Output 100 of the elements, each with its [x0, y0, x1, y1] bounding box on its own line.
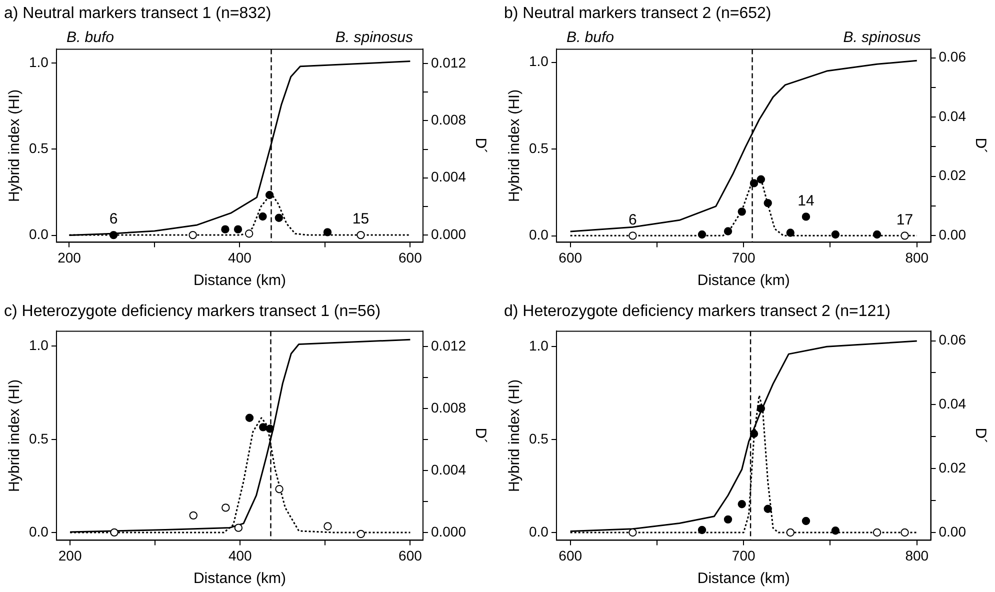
y2-tick-label: 0.000	[430, 226, 466, 242]
point	[356, 230, 365, 240]
y2-tick-label: 0.04	[938, 108, 966, 124]
y2-tick-label: 0.012	[430, 338, 466, 354]
point	[764, 504, 772, 513]
y-tick-label: 0.0	[28, 524, 49, 540]
point	[188, 230, 197, 240]
y-tick-label: 0.5	[28, 140, 49, 156]
point	[802, 212, 810, 221]
x-tick-label: 800	[905, 547, 929, 564]
x-tick-label: 600	[398, 249, 422, 266]
y-tick-label: 0.0	[528, 226, 549, 243]
y2-tick-label: 0.008	[430, 399, 466, 416]
y2-tick-label: 0.004	[430, 461, 466, 478]
point	[872, 230, 882, 239]
y-axis-title: Hybrid index (HI)	[6, 379, 24, 492]
point	[698, 230, 706, 239]
annotation: 15	[352, 210, 370, 228]
y-tick-label: 0.5	[28, 430, 49, 446]
y2-tick-label: 0.02	[938, 459, 966, 476]
point	[872, 528, 882, 537]
x-axis-title: Distance (km)	[697, 272, 790, 290]
y2-tick-label: 0.04	[938, 396, 966, 412]
y-tick-label: 1.0	[528, 337, 549, 354]
y2-tick-label: 0.000	[430, 523, 466, 540]
x-tick-label: 700	[732, 249, 756, 266]
y-tick-label: 0.5	[528, 140, 549, 156]
y2-tick-label: 0.00	[938, 226, 966, 243]
chart-title: c) Heterozygote deficiency markers transect 1 (n=56)	[4, 303, 381, 320]
x-axis-title: Distance (km)	[697, 570, 790, 588]
text: B. spinosus	[843, 28, 922, 46]
y2-tick-label: 0.012	[430, 54, 466, 70]
y-axis-title: Hybrid index (HI)	[506, 379, 524, 492]
x-tick-label: 400	[228, 547, 252, 564]
point	[221, 225, 230, 234]
point	[786, 228, 794, 237]
point	[724, 515, 732, 524]
y2-tick-label: 0.06	[938, 48, 966, 65]
x-axis-title: Distance (km)	[193, 272, 286, 290]
point	[750, 430, 758, 438]
x-tick-label: 600	[558, 249, 582, 266]
y-tick-label: 1.0	[528, 53, 549, 70]
y-tick-label: 1.0	[28, 336, 49, 353]
point	[756, 175, 766, 184]
point	[323, 228, 332, 236]
point	[110, 528, 118, 537]
point	[831, 526, 840, 535]
y-tick-label: 0.5	[528, 430, 549, 446]
point	[724, 227, 732, 236]
x-tick-label: 700	[732, 547, 756, 564]
y2-tick-label: 0.008	[430, 112, 466, 128]
y-axis-title: Hybrid index (HI)	[6, 89, 24, 202]
x-tick-label: 600	[398, 547, 422, 564]
point	[275, 485, 284, 494]
point	[244, 230, 254, 238]
annotation: 17	[896, 211, 914, 228]
point	[109, 230, 118, 240]
x-tick-label: 600	[558, 547, 582, 564]
point	[259, 423, 268, 432]
point	[900, 232, 909, 240]
point	[831, 230, 840, 239]
text: B. spinosus	[335, 28, 414, 46]
y-tick-label: 0.0	[528, 523, 549, 540]
point	[802, 516, 810, 526]
y2-axis-title: D´	[972, 428, 989, 444]
point	[356, 530, 365, 538]
y2-axis-title: D´	[472, 138, 489, 154]
point	[324, 522, 332, 530]
point	[245, 414, 254, 422]
y2-tick-label: 0.02	[938, 167, 966, 184]
y2-axis-title: D´	[472, 428, 489, 444]
point	[738, 500, 746, 508]
point	[234, 524, 243, 532]
x-tick-label: 200	[58, 547, 82, 564]
chart-title: a) Neutral markers transect 1 (n=832)	[4, 5, 272, 22]
annotation: 6	[109, 210, 118, 228]
x-axis-title: Distance (km)	[193, 570, 286, 588]
y2-axis-title: D´	[972, 138, 989, 154]
text: B. bufo	[66, 28, 114, 46]
x-tick-label: 400	[228, 249, 252, 266]
point	[756, 404, 766, 413]
point	[786, 528, 794, 537]
point	[274, 214, 284, 222]
point	[628, 528, 637, 537]
point	[738, 208, 746, 216]
chart-title: b) Neutral markers transect 2 (n=652)	[504, 5, 772, 22]
point	[234, 225, 242, 234]
point	[628, 232, 637, 240]
y-axis-title: Hybrid index (HI)	[506, 89, 524, 202]
chart-title: d) Heterozygote deficiency markers transect 2 (n=121)	[504, 303, 890, 320]
y2-tick-label: 0.00	[938, 523, 966, 540]
point	[222, 504, 230, 512]
y2-tick-label: 0.004	[430, 168, 466, 185]
point	[189, 511, 198, 520]
point	[764, 198, 772, 208]
x-tick-label: 200	[58, 249, 82, 266]
point	[900, 528, 909, 537]
y-tick-label: 1.0	[28, 54, 49, 70]
point	[258, 212, 267, 221]
text: B. bufo	[566, 28, 614, 46]
